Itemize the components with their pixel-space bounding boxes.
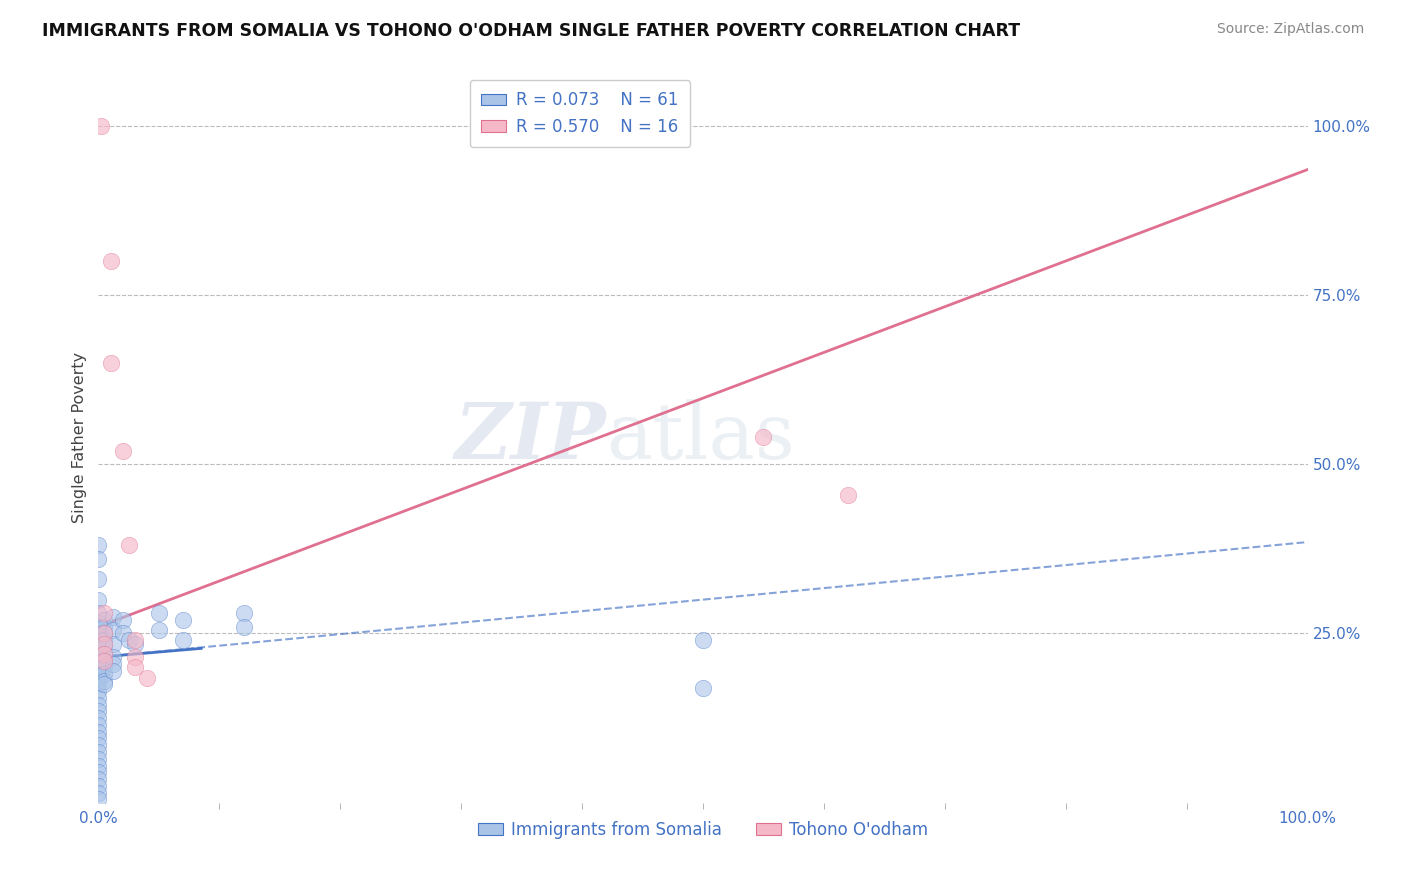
Point (692, 681, 714, 695)
Point (100, 355, 122, 369)
Point (87, 684, 110, 698)
Point (87, 677, 110, 691)
Point (124, 650, 146, 665)
Point (87, 731, 110, 746)
Point (118, 633, 141, 648)
Point (87, 772, 110, 786)
Point (101, 650, 124, 665)
Point (124, 637, 146, 651)
Point (87, 698, 110, 712)
Point (87, 650, 110, 665)
Legend: Immigrants from Somalia, Tohono O'odham: Immigrants from Somalia, Tohono O'odham (471, 814, 935, 846)
Point (87, 664, 110, 678)
Point (118, 538, 141, 552)
Point (87, 657, 110, 671)
Point (87, 758, 110, 772)
Point (93, 654, 115, 668)
Point (172, 613, 194, 627)
Point (87, 623, 110, 637)
Point (93, 637, 115, 651)
Point (93, 673, 115, 688)
Point (87, 592, 110, 607)
Y-axis label: Single Father Poverty: Single Father Poverty (72, 351, 87, 523)
Point (101, 657, 124, 671)
Point (752, 430, 775, 444)
Point (87, 711, 110, 725)
Point (93, 660, 115, 674)
Point (232, 620, 254, 634)
Point (87, 552, 110, 566)
Point (87, 538, 110, 552)
Point (172, 633, 194, 648)
Point (87, 786, 110, 800)
Point (101, 637, 124, 651)
Point (87, 630, 110, 644)
Point (111, 626, 134, 640)
Point (93, 626, 115, 640)
Point (100, 254, 122, 268)
Text: ZIP: ZIP (454, 399, 606, 475)
Point (87, 606, 110, 620)
Point (93, 620, 115, 634)
Point (93, 626, 115, 640)
Point (87, 705, 110, 719)
Point (101, 609, 124, 624)
Point (87, 690, 110, 705)
Point (87, 738, 110, 752)
Point (111, 613, 134, 627)
Point (87, 616, 110, 631)
Point (87, 643, 110, 657)
Text: Source: ZipAtlas.com: Source: ZipAtlas.com (1216, 22, 1364, 37)
Point (93, 677, 115, 691)
Point (148, 606, 170, 620)
Point (87, 752, 110, 766)
Point (232, 606, 254, 620)
Point (93, 606, 115, 620)
Point (87, 718, 110, 732)
Point (87, 671, 110, 685)
Point (93, 613, 115, 627)
Point (93, 647, 115, 661)
Text: IMMIGRANTS FROM SOMALIA VS TOHONO O'ODHAM SINGLE FATHER POVERTY CORRELATION CHAR: IMMIGRANTS FROM SOMALIA VS TOHONO O'ODHA… (42, 22, 1021, 40)
Point (148, 623, 170, 637)
Point (692, 633, 714, 648)
Point (87, 745, 110, 759)
Point (87, 724, 110, 739)
Point (124, 633, 146, 648)
Text: atlas: atlas (606, 400, 794, 475)
Point (93, 640, 115, 654)
Point (101, 623, 124, 637)
Point (87, 792, 110, 806)
Point (837, 488, 859, 502)
Point (87, 779, 110, 793)
Point (93, 654, 115, 668)
Point (87, 572, 110, 586)
Point (101, 664, 124, 678)
Point (124, 660, 146, 674)
Point (111, 443, 134, 458)
Point (93, 647, 115, 661)
Point (87, 765, 110, 780)
Point (135, 671, 157, 685)
Point (87, 637, 110, 651)
Point (93, 633, 115, 648)
Point (93, 667, 115, 681)
Point (90, 119, 112, 133)
